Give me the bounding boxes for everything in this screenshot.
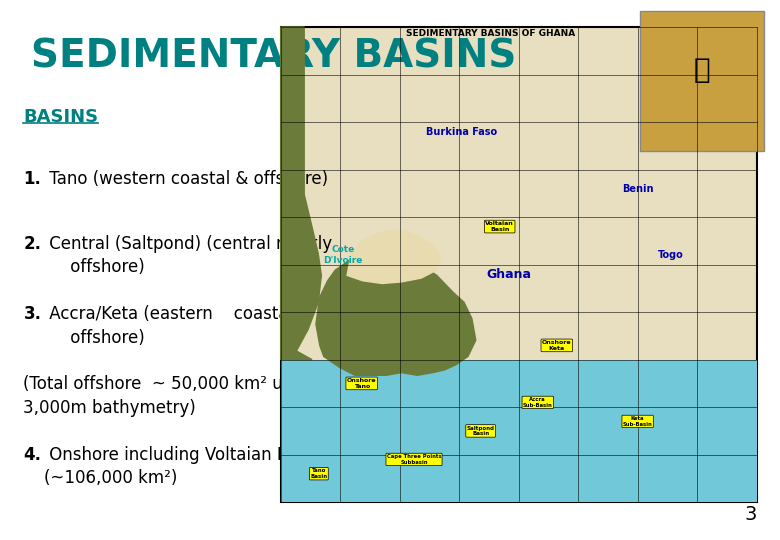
Bar xyxy=(281,27,757,502)
Text: (Total offshore  ~ 50,000 km² up to
3,000m bathymetry): (Total offshore ~ 50,000 km² up to 3,000… xyxy=(23,375,316,417)
Bar xyxy=(281,360,757,502)
Text: 1.: 1. xyxy=(23,170,41,188)
Text: Onshore
Keta: Onshore Keta xyxy=(542,340,572,351)
Text: Accra/Keta (eastern    coastal &
     offshore): Accra/Keta (eastern coastal & offshore) xyxy=(44,305,312,347)
Text: Central (Saltpond) (central mostly
     offshore): Central (Saltpond) (central mostly offsh… xyxy=(44,235,332,276)
Text: SEDIMENTARY BASINS: SEDIMENTARY BASINS xyxy=(31,38,516,76)
Text: Accra
Sub-Basin: Accra Sub-Basin xyxy=(523,397,552,408)
Text: Tano (western coastal & offshore): Tano (western coastal & offshore) xyxy=(44,170,328,188)
Text: SEDIMENTARY BASINS OF GHANA: SEDIMENTARY BASINS OF GHANA xyxy=(406,29,575,38)
Bar xyxy=(640,11,764,151)
Text: 3.: 3. xyxy=(23,305,41,323)
Text: Keta
Sub-Basin: Keta Sub-Basin xyxy=(622,416,653,427)
Text: Tano
Basin: Tano Basin xyxy=(310,468,328,479)
Text: Ghana: Ghana xyxy=(487,268,532,281)
Text: Onshore including Voltaian Basin
(~106,000 km²): Onshore including Voltaian Basin (~106,0… xyxy=(44,446,323,487)
Text: 2.: 2. xyxy=(23,235,41,253)
Text: Cape Three Points
Subbasin: Cape Three Points Subbasin xyxy=(387,454,441,465)
Text: Benin: Benin xyxy=(622,184,654,193)
Text: 3: 3 xyxy=(744,505,757,524)
Polygon shape xyxy=(281,27,321,360)
Text: Burkina Faso: Burkina Faso xyxy=(426,126,497,137)
Text: Voltaian
Basin: Voltaian Basin xyxy=(485,221,514,232)
Text: 🦅: 🦅 xyxy=(693,56,711,84)
Polygon shape xyxy=(316,246,476,375)
Text: Onshore
Tano: Onshore Tano xyxy=(347,378,377,389)
Text: 4.: 4. xyxy=(23,446,41,463)
Text: Cote
D'Ivoire: Cote D'Ivoire xyxy=(323,245,363,265)
Text: Saltpond
Basin: Saltpond Basin xyxy=(466,426,495,436)
Polygon shape xyxy=(347,230,441,284)
Text: Togo: Togo xyxy=(658,250,684,260)
Text: BASINS: BASINS xyxy=(23,108,98,126)
